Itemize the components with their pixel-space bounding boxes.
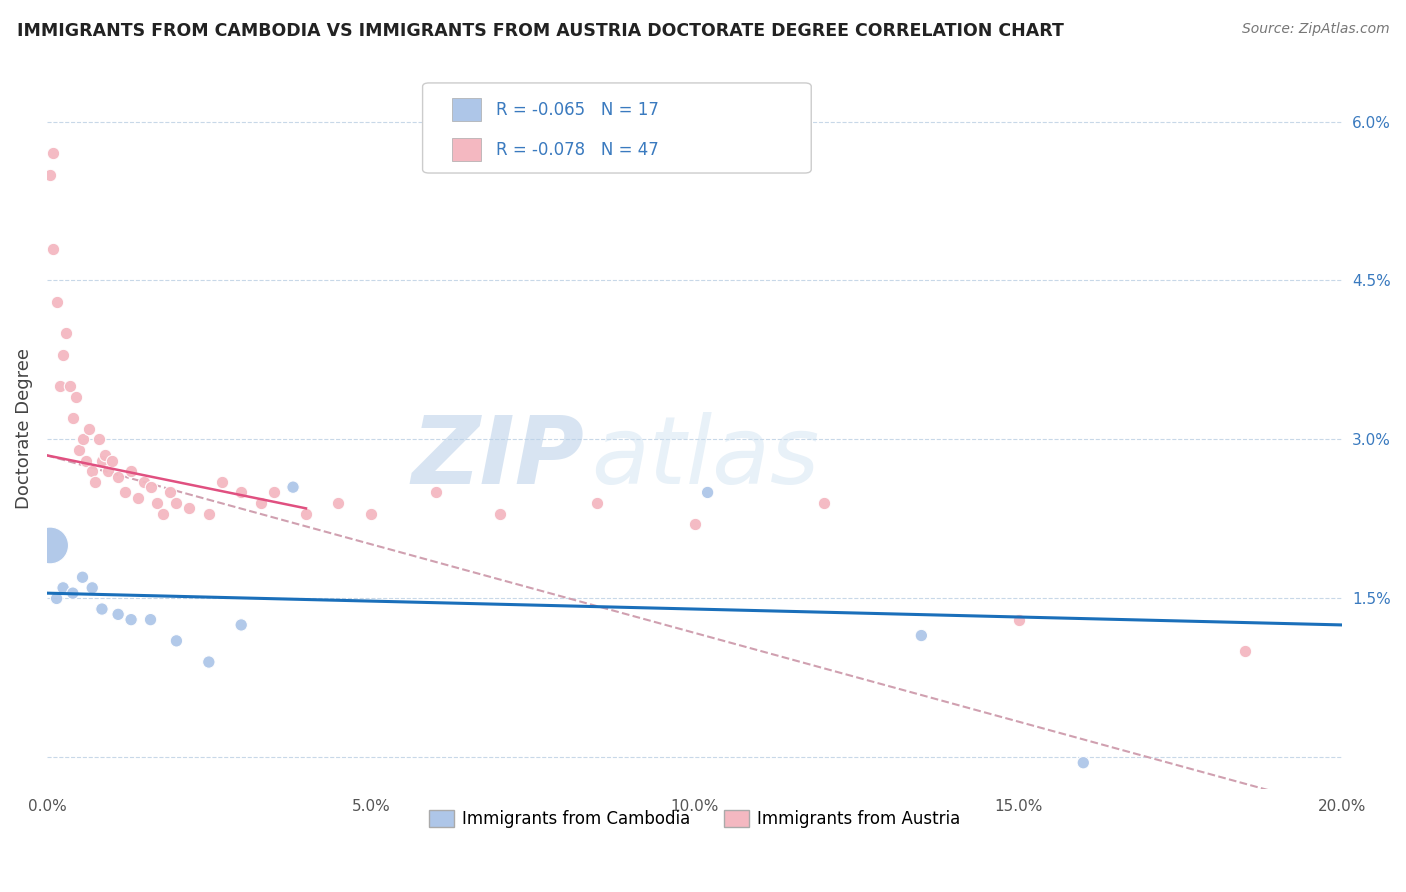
Point: [910, 628, 932, 642]
Text: R = -0.078   N = 47: R = -0.078 N = 47: [496, 141, 659, 159]
Point: [49, 379, 72, 393]
Point: [91, 453, 114, 467]
Point: [127, 491, 149, 505]
Point: [425, 485, 447, 500]
Point: [139, 613, 162, 627]
Point: [198, 655, 221, 669]
Point: [82, 464, 104, 478]
Point: [295, 507, 318, 521]
Point: [100, 453, 122, 467]
Point: [77, 422, 100, 436]
Point: [132, 475, 155, 489]
Point: [211, 475, 233, 489]
Point: [52, 348, 75, 362]
Point: [52, 581, 75, 595]
Point: [75, 453, 97, 467]
FancyBboxPatch shape: [423, 83, 811, 173]
Legend: Immigrants from Cambodia, Immigrants from Austria: Immigrants from Cambodia, Immigrants fro…: [422, 804, 967, 835]
Point: [84, 475, 107, 489]
Point: [94, 449, 117, 463]
Point: [39, 538, 62, 552]
Point: [114, 485, 136, 500]
Point: [249, 496, 271, 510]
Point: [489, 507, 512, 521]
Point: [165, 633, 187, 648]
Point: [55, 326, 77, 341]
Point: [231, 485, 253, 500]
Point: [42, 242, 65, 256]
Point: [45, 591, 67, 606]
Point: [1071, 756, 1094, 770]
Point: [62, 586, 84, 600]
Point: [120, 464, 142, 478]
Point: [146, 496, 169, 510]
Point: [152, 507, 174, 521]
Point: [165, 496, 187, 510]
Point: [231, 618, 253, 632]
Text: Source: ZipAtlas.com: Source: ZipAtlas.com: [1241, 22, 1389, 37]
Point: [72, 570, 94, 584]
Point: [813, 496, 835, 510]
Point: [42, 146, 65, 161]
Point: [139, 480, 162, 494]
Text: R = -0.065   N = 17: R = -0.065 N = 17: [496, 101, 659, 119]
Y-axis label: Doctorate Degree: Doctorate Degree: [15, 349, 32, 509]
Point: [360, 507, 382, 521]
Point: [179, 501, 201, 516]
Text: ZIP: ZIP: [412, 412, 585, 504]
Point: [87, 433, 110, 447]
Point: [82, 581, 104, 595]
Point: [159, 485, 181, 500]
Point: [97, 464, 120, 478]
FancyBboxPatch shape: [453, 138, 481, 161]
Point: [39, 168, 62, 182]
Point: [91, 602, 114, 616]
Point: [263, 485, 285, 500]
Point: [62, 411, 84, 425]
Point: [67, 443, 90, 458]
Point: [1007, 613, 1029, 627]
Point: [1234, 644, 1257, 658]
Point: [586, 496, 609, 510]
Point: [683, 517, 706, 532]
Point: [107, 469, 129, 483]
Point: [120, 613, 142, 627]
Point: [107, 607, 129, 622]
Point: [328, 496, 350, 510]
Point: [281, 480, 304, 494]
Point: [696, 485, 718, 500]
Text: IMMIGRANTS FROM CAMBODIA VS IMMIGRANTS FROM AUSTRIA DOCTORATE DEGREE CORRELATION: IMMIGRANTS FROM CAMBODIA VS IMMIGRANTS F…: [17, 22, 1064, 40]
Point: [72, 433, 94, 447]
Text: atlas: atlas: [591, 412, 820, 503]
FancyBboxPatch shape: [453, 98, 481, 121]
Point: [58, 379, 80, 393]
Point: [45, 294, 67, 309]
Point: [65, 390, 87, 404]
Point: [198, 507, 221, 521]
